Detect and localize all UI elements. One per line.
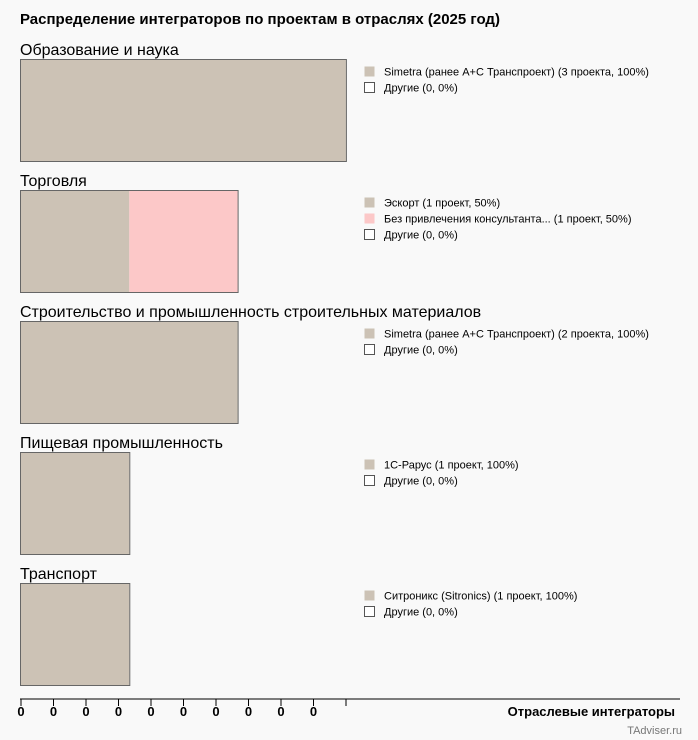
bar-segment[interactable] (21, 60, 346, 161)
legend-label: Без привлечения консультанта... (1 проек… (384, 214, 632, 226)
legend-label: Другие (0, 0%) (384, 83, 458, 95)
x-axis-ticks: 0 0 0 0 0 0 0 0 0 0 (17, 699, 347, 719)
legend-label: Другие (0, 0%) (384, 230, 458, 242)
section-title: Транспорт (20, 566, 98, 583)
legend-swatch (364, 328, 375, 339)
bar-segment[interactable] (21, 453, 130, 554)
bar-outline (20, 321, 239, 424)
legend-swatch (364, 606, 375, 617)
footer-credit: TAdviser.ru (627, 725, 682, 737)
bar-outline (20, 59, 347, 162)
legend-swatch (364, 459, 375, 470)
bar-outline (20, 452, 131, 555)
x-axis-tick-label: 0 (180, 704, 187, 719)
legend-label: Другие (0, 0%) (384, 607, 458, 619)
legend-label: 1С-Рарус (1 проект, 100%) (384, 460, 519, 472)
legend-label: Другие (0, 0%) (384, 345, 458, 357)
legend-swatch (364, 475, 375, 486)
legend-label: Simetra (ранее А+С Транспроект) (2 проек… (384, 329, 649, 341)
x-axis-tick-label: 0 (147, 704, 154, 719)
x-axis-tick-label: 0 (310, 704, 317, 719)
legend-swatch (364, 197, 375, 208)
bar-segment[interactable] (21, 322, 238, 423)
x-axis-tick-label: 0 (277, 704, 284, 719)
section: Транспорт Ситроникс (Sitronics) (1 проект… (20, 566, 577, 686)
bar-outline (20, 190, 239, 293)
x-axis-tick-label: 0 (245, 704, 252, 719)
section: Образование и наука Simetra (ранее А+С Тр… (20, 42, 649, 162)
chart-sections: Образование и наука Simetra (ранее А+С Тр… (20, 42, 649, 686)
legend-label: Ситроникс (Sitronics) (1 проект, 100%) (384, 591, 577, 603)
x-axis-tick-label: 0 (50, 704, 57, 719)
bar-segment[interactable] (21, 584, 130, 685)
x-axis-title: Отраслевые интеграторы (508, 704, 675, 719)
legend-swatch (364, 229, 375, 240)
chart-title: Распределение интеграторов по проектам в… (20, 11, 500, 28)
x-axis-tick-label: 0 (82, 704, 89, 719)
legend-swatch (364, 82, 375, 93)
section-title: Пищевая промышленность (20, 435, 223, 452)
section: Строительство и промышленность строитель… (20, 304, 649, 424)
legend-label: Эскорт (1 проект, 50%) (384, 198, 500, 210)
section: Торговля Эскорт (1 проект, 50%) Без привле… (20, 173, 632, 293)
bar-outline (20, 583, 131, 686)
x-axis-tick-label: 0 (212, 704, 219, 719)
legend-swatch (364, 590, 375, 601)
section: Пищевая промышленность 1С-Рарус (1 проект… (20, 435, 519, 555)
x-axis-tick-label: 0 (115, 704, 122, 719)
legend-swatch (364, 66, 375, 77)
legend-label: Другие (0, 0%) (384, 476, 458, 488)
section-title: Образование и наука (20, 42, 179, 59)
legend-swatch (364, 344, 375, 355)
x-axis-tick-label: 0 (17, 704, 24, 719)
bar-segment[interactable] (21, 191, 130, 292)
legend-swatch (364, 213, 375, 224)
legend-label: Simetra (ранее А+С Транспроект) (3 проек… (384, 67, 649, 79)
bar-segment[interactable] (129, 191, 238, 292)
section-title: Торговля (20, 173, 87, 190)
section-title: Строительство и промышленность строитель… (20, 304, 481, 321)
